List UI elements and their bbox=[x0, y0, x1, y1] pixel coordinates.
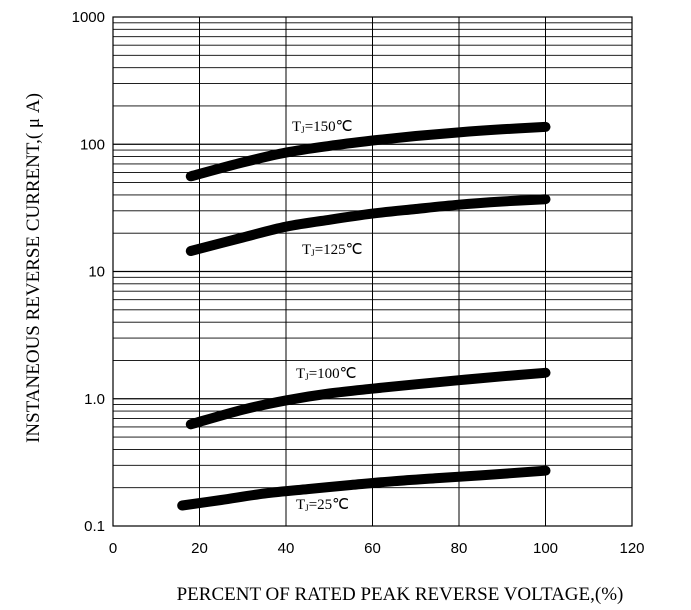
y-axis-title: INSTANEOUS REVERSE CURRENT,( μ A) bbox=[23, 93, 44, 443]
grid bbox=[113, 17, 632, 526]
x-tick-label: 20 bbox=[191, 540, 208, 557]
y-tick-label: 1000 bbox=[72, 9, 105, 26]
series-line bbox=[185, 367, 551, 430]
y-tick-label: 1.0 bbox=[84, 391, 105, 408]
y-tick-label: 0.1 bbox=[84, 518, 105, 535]
y-tick-label: 100 bbox=[80, 136, 105, 153]
series-label: TJ=100℃ bbox=[296, 366, 357, 382]
y-tick-label: 10 bbox=[88, 264, 105, 281]
series-label: TJ=125℃ bbox=[302, 242, 363, 258]
x-tick-label: 0 bbox=[109, 540, 117, 557]
plot-frame bbox=[112, 16, 633, 527]
series-label: TJ=25℃ bbox=[296, 497, 349, 513]
series-line bbox=[185, 121, 551, 182]
x-tick-label: 100 bbox=[533, 540, 558, 557]
x-tick-label: 80 bbox=[451, 540, 468, 557]
x-axis-title: PERCENT OF RATED PEAK REVERSE VOLTAGE,(%… bbox=[177, 584, 624, 605]
x-tick-label: 120 bbox=[619, 540, 644, 557]
series-layer bbox=[177, 121, 551, 511]
series-label: TJ=150℃ bbox=[292, 119, 353, 135]
series-line bbox=[177, 465, 551, 511]
curve-labels: TJ=150℃ TJ=125℃ TJ=100℃ TJ=25℃ bbox=[292, 119, 363, 513]
x-tick-label: 60 bbox=[364, 540, 381, 557]
tick-labels: 0 20 40 60 80 100 120 0.1 1.0 10 100 1000 bbox=[72, 9, 645, 557]
series-line bbox=[185, 194, 551, 256]
x-tick-label: 40 bbox=[278, 540, 295, 557]
